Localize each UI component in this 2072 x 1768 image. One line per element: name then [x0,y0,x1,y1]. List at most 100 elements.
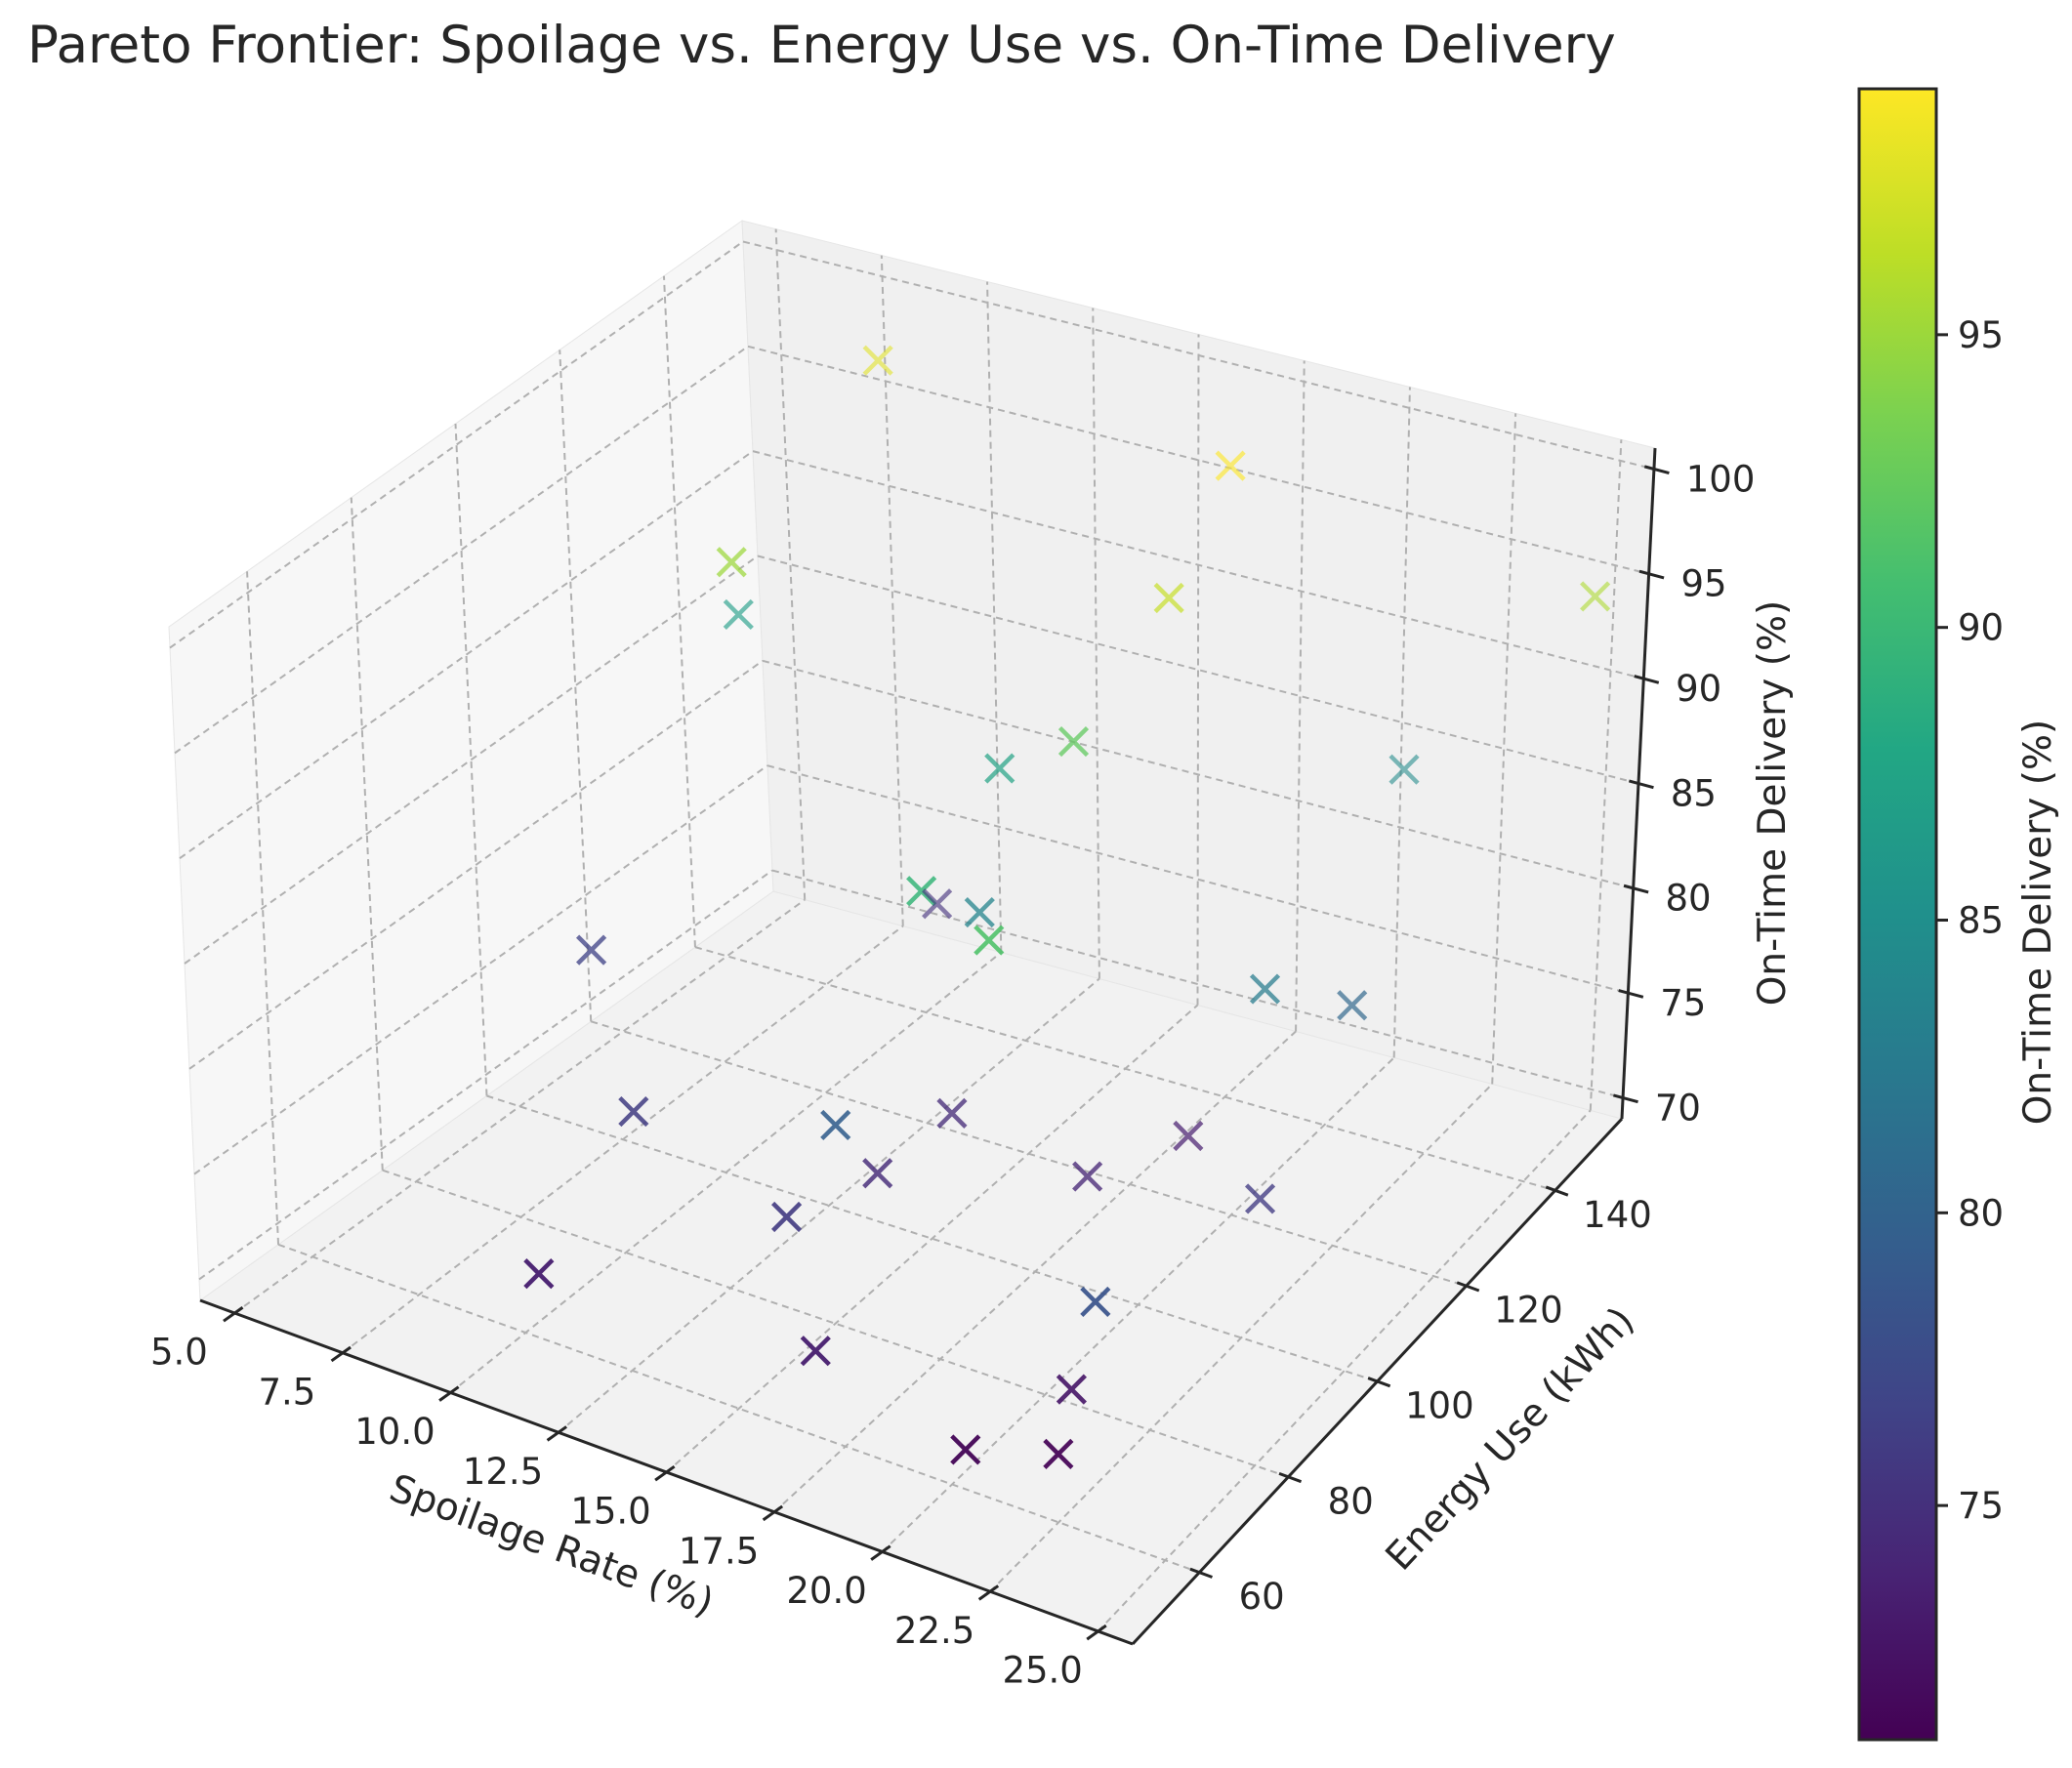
z-tick-label: 85 [1671,772,1717,814]
z-tick [1634,675,1660,684]
z-tick [1628,779,1654,790]
data-point [575,934,607,966]
colorbar-title: On-Time Delivery (%) [2016,720,2060,1126]
data-point [936,1097,968,1129]
x-tick-label: 5.0 [150,1332,208,1374]
x-tick-label: 15.0 [570,1491,650,1533]
z-tick-label: 90 [1676,668,1721,710]
data-point [1056,1374,1087,1405]
grid-line [233,898,806,1314]
colorbar-tick-label: 95 [1958,314,2004,356]
data-point-stroke [1249,973,1281,1005]
grid-line [198,869,773,1281]
grid-line [1491,413,1517,1085]
grid-line [184,555,759,965]
grid-line [665,1004,1199,1473]
y-tick [1189,1567,1213,1579]
x-tick [762,1504,784,1522]
grid-line [1196,334,1200,1006]
data-point [862,345,893,376]
data-point [820,1109,851,1141]
data-point-stroke [950,1434,981,1465]
data-point-stroke [862,1158,893,1189]
z-tick-label: 100 [1686,458,1756,500]
data-point [974,925,1005,956]
grid-line [350,497,384,1171]
x-tick-label: 25.0 [1002,1650,1082,1692]
pane-group [168,220,1656,1645]
x-tick [546,1425,567,1442]
data-point-stroke [1080,1286,1111,1318]
data-point [1337,990,1368,1021]
z-tick-label: 75 [1660,982,1706,1024]
data-point [523,1258,555,1290]
x-tick [330,1345,352,1363]
data-point [771,1201,803,1233]
grid-line [767,764,1629,995]
x-tick-label: 22.5 [894,1610,974,1652]
x-tick [438,1385,460,1402]
x-tick-label: 7.5 [259,1371,316,1413]
data-point [1043,1438,1074,1469]
data-point [723,598,754,631]
data-point-stroke [936,1097,968,1129]
data-point [964,896,995,928]
y-tick [1367,1377,1391,1388]
data-point [1080,1286,1111,1318]
colorbar-tick-label: 85 [1958,899,2004,941]
grid-line [1092,308,1100,979]
data-point [1072,1161,1103,1192]
z-tick [1613,1093,1638,1104]
y-tick-label: 80 [1328,1480,1374,1522]
data-point-stroke [771,1201,803,1233]
colorbar-tick-label: 75 [1958,1485,2004,1527]
z-tick-label: 70 [1655,1087,1701,1129]
x-tick [654,1464,676,1482]
grid-line [590,1020,1467,1288]
grid-line [880,255,904,926]
z-tick [1643,465,1670,475]
grid-line [774,228,807,900]
data-point-stroke [618,1095,649,1128]
y-tick [1456,1281,1480,1293]
y-tick [1545,1185,1569,1197]
data-point-stroke [1057,725,1090,758]
grid-line [1589,439,1623,1111]
grid-line [277,1243,1200,1574]
data-point-stroke [800,1336,831,1367]
data-point [1249,973,1281,1005]
y-tick-label: 120 [1494,1290,1563,1332]
grid-line [662,275,696,948]
grid-line [382,1169,1289,1478]
z-tick [1638,569,1665,580]
data-point-stroke [575,934,607,966]
grid-line [762,659,1634,889]
data-point-stroke [974,925,1005,956]
data-point-stroke [1215,450,1246,481]
data-point [800,1336,831,1367]
data-point-stroke [1056,1374,1087,1405]
grid-group [169,228,1655,1632]
data-point-stroke [1173,1120,1204,1152]
data-point-stroke [1388,754,1420,785]
grid-line [986,281,1003,953]
data-point [618,1095,649,1128]
data-point-stroke [716,547,747,578]
data-point [1215,450,1246,481]
z-tick [1623,884,1649,894]
data-point [1173,1120,1204,1152]
data-point [1153,582,1184,614]
x-tick-label: 20.0 [786,1570,866,1612]
grid-line [1097,1109,1592,1632]
colorbar [1857,87,1938,1742]
grid-line [486,1094,1378,1382]
data-point [1388,754,1420,785]
colorbar-group: 75 80 85 90 95 On-Time Delivery (%) [1857,87,2060,1742]
z-tick-label: 80 [1666,878,1712,920]
data-point-stroke [1244,1183,1276,1214]
grid-line [193,764,768,1175]
grid-line [752,450,1644,680]
data-point [1244,1183,1276,1214]
x-tick-label: 17.5 [679,1530,759,1572]
